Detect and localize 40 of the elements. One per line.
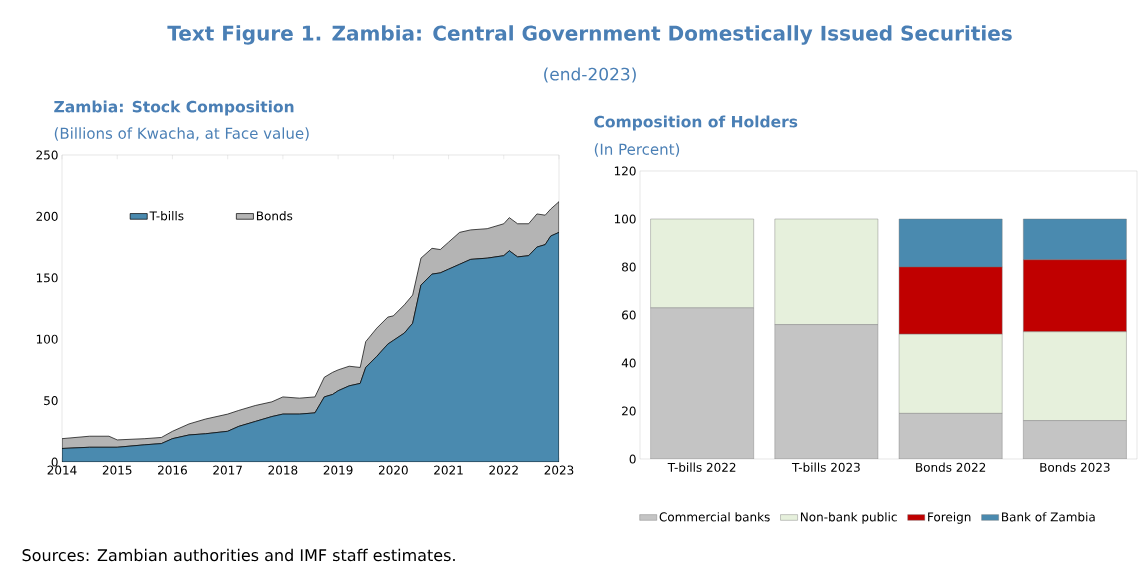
y-tick-label: 80 [622, 262, 636, 272]
x-tick-label: 2020 [378, 465, 408, 475]
x-tick-label: 2017 [213, 465, 242, 475]
x-tick-label: 2019 [323, 465, 353, 475]
y-tick-label: 120 [614, 166, 636, 176]
legend-label: Bonds [256, 211, 293, 221]
legend-label: Non-bank public [800, 512, 897, 524]
y-tick-label: 0 [51, 457, 58, 467]
y-tick-label: 0 [629, 454, 636, 464]
x-tick-label: 2014 [47, 465, 77, 475]
chart-title: Composition of Holders [594, 115, 798, 131]
x-tick-label: 2016 [158, 465, 187, 475]
y-tick-label: 150 [36, 273, 58, 283]
source-note: Sources: Zambian authorities and IMF staff estimates. [22, 548, 455, 562]
y-tick-label: 200 [36, 211, 58, 221]
x-tick-label: 2015 [102, 465, 132, 475]
y-tick-label: 20 [622, 406, 636, 416]
chart-subtitle: (Billions of Kwacha, at Face value) [54, 127, 309, 141]
text: (end-2023) [544, 67, 636, 83]
chart-subtitle: (In Percent) [594, 143, 680, 157]
x-tick-label: 2022 [489, 465, 518, 475]
y-tick-label: 60 [622, 310, 636, 320]
x-tick-label: 2023 [544, 465, 574, 475]
y-tick-label: 50 [44, 396, 58, 406]
x-tick-label: 2018 [268, 465, 298, 475]
legend-label: Foreign [928, 512, 971, 524]
text: Text Figure 1. Zambia: Central Government Domestically Issued Securities [167, 25, 1012, 45]
y-tick-label: 250 [36, 150, 58, 160]
y-tick-label: 100 [36, 334, 58, 344]
x-tick-label: Bonds 2022 [916, 462, 986, 472]
y-tick-label: 100 [614, 214, 636, 224]
x-tick-label: 2021 [434, 465, 463, 475]
x-tick-label: Bonds 2023 [1040, 462, 1110, 472]
x-tick-label: T-bills 2023 [791, 462, 860, 472]
x-tick-label: T-bills 2022 [667, 462, 736, 472]
legend-label: Bank of Zambia [1002, 512, 1095, 522]
chart-title: Zambia: Stock Composition [54, 100, 294, 116]
y-tick-label: 40 [621, 358, 636, 368]
legend-label: Commercial banks [659, 512, 770, 522]
legend-label: T-bills [149, 211, 184, 221]
